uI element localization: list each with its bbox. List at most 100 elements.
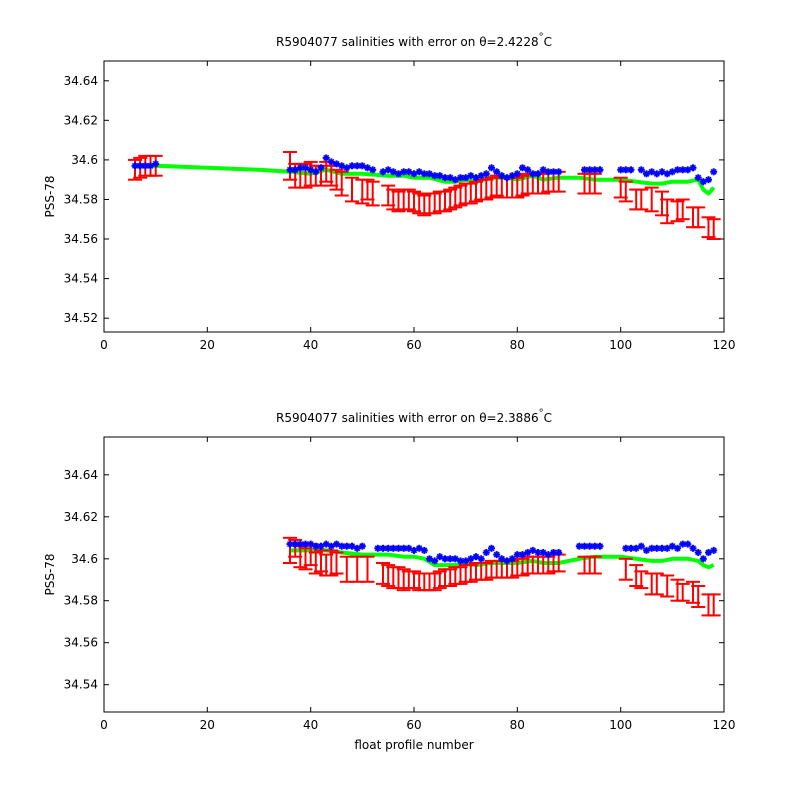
marker-d2 (540, 166, 547, 173)
float-salinity-point (534, 170, 542, 178)
marker-d2 (385, 545, 392, 552)
y-axis-label: PSS-78 (43, 175, 57, 217)
calibrated-errorbar (334, 170, 349, 197)
x-tick-label: 40 (303, 338, 318, 352)
float-salinity-point (622, 544, 630, 552)
marker-d2 (312, 168, 319, 175)
marker-d2 (472, 553, 480, 560)
float-salinity-point (333, 540, 340, 548)
marker-d2 (426, 555, 433, 562)
float-salinity-point (555, 168, 563, 176)
float-salinity-point (710, 546, 718, 554)
marker-d2 (488, 164, 495, 171)
marker-d2 (514, 551, 521, 558)
marker-d2 (545, 168, 552, 175)
float-salinity-point (710, 168, 718, 176)
x-tick-label: 100 (609, 718, 632, 732)
float-salinity-point (689, 164, 697, 172)
marker-d2 (658, 545, 666, 552)
y-tick-label: 34.62 (64, 510, 98, 524)
x-tick-label: 100 (609, 338, 632, 352)
y-tick-label: 34.58 (64, 594, 98, 608)
marker-d2 (689, 545, 697, 552)
marker-d2 (643, 547, 650, 554)
float-salinity-point (627, 166, 635, 174)
float-salinity-point (498, 555, 506, 563)
float-salinity-point (467, 555, 475, 563)
marker-d2 (710, 547, 717, 554)
marker-d2 (323, 154, 330, 161)
marker-d2 (617, 166, 624, 173)
calibrated-errorbar (324, 549, 339, 577)
float-salinity-point (395, 170, 402, 178)
y-tick-label: 34.54 (64, 272, 98, 286)
calibrated-errorbar (691, 206, 706, 229)
y-tick-label: 34.64 (64, 468, 98, 482)
calibrated-errorbar (675, 582, 690, 602)
float-salinity-point (358, 542, 366, 550)
calibrated-errorbar (396, 568, 411, 592)
marker-d2 (338, 543, 345, 550)
float-salinity-point (493, 168, 501, 176)
marker-d2 (379, 545, 387, 552)
marker-d2 (483, 549, 490, 556)
marker-d2 (343, 543, 350, 550)
marker-d2 (498, 172, 505, 179)
marker-d2 (555, 549, 562, 556)
x-tick-label: 20 (200, 338, 215, 352)
marker-d2 (627, 545, 635, 552)
marker-d2 (447, 555, 454, 562)
marker-d2 (540, 549, 547, 556)
float-salinity-point (555, 549, 563, 556)
float-salinity-point (477, 555, 485, 563)
y-tick-label: 34.52 (64, 311, 98, 325)
marker-d2 (441, 174, 449, 181)
marker-d2 (405, 168, 412, 175)
marker-d2 (297, 164, 304, 171)
marker-d2 (359, 162, 366, 169)
plot-area (283, 536, 721, 617)
y-tick-label: 34.62 (64, 113, 98, 127)
marker-d2 (669, 168, 676, 175)
x-tick-label: 60 (406, 718, 421, 732)
marker-d2 (333, 160, 340, 167)
marker-d2 (390, 168, 397, 175)
float-salinity-point (705, 176, 712, 184)
marker-d2 (457, 174, 464, 181)
float-salinity-point (684, 540, 692, 548)
float-salinity-point (596, 542, 604, 550)
marker-d2 (354, 162, 361, 169)
marker-d2 (674, 166, 681, 173)
marker-d2 (710, 168, 717, 175)
x-tick-label: 80 (510, 338, 525, 352)
marker-d2 (390, 545, 397, 552)
marker-d2 (323, 541, 330, 548)
calibrated-errorbar (339, 555, 354, 583)
marker-d2 (700, 555, 707, 562)
marker-d2 (503, 557, 511, 564)
x-tick-label: 0 (100, 338, 108, 352)
float-salinity-point (591, 166, 599, 174)
marker-d2 (457, 557, 464, 564)
marker-d2 (478, 555, 485, 562)
calibrated-errorbar (644, 186, 659, 213)
marker-d2 (328, 543, 335, 550)
x-tick-label: 120 (713, 338, 736, 352)
float-salinity-point (493, 551, 501, 559)
x-tick-label: 20 (200, 718, 215, 732)
marker-d2 (297, 541, 304, 548)
float-salinity-point (420, 546, 428, 554)
calibrated-errorbar (365, 180, 380, 207)
marker-d2 (509, 555, 516, 562)
float-salinity-point (322, 154, 330, 162)
float-salinity-point (467, 172, 475, 180)
marker-d2 (137, 162, 144, 169)
marker-d2 (586, 543, 593, 550)
marker-d2 (441, 555, 449, 562)
marker-d2 (488, 545, 495, 552)
float-salinity-point (488, 544, 495, 552)
marker-d2 (379, 168, 387, 175)
marker-d2 (131, 162, 139, 169)
